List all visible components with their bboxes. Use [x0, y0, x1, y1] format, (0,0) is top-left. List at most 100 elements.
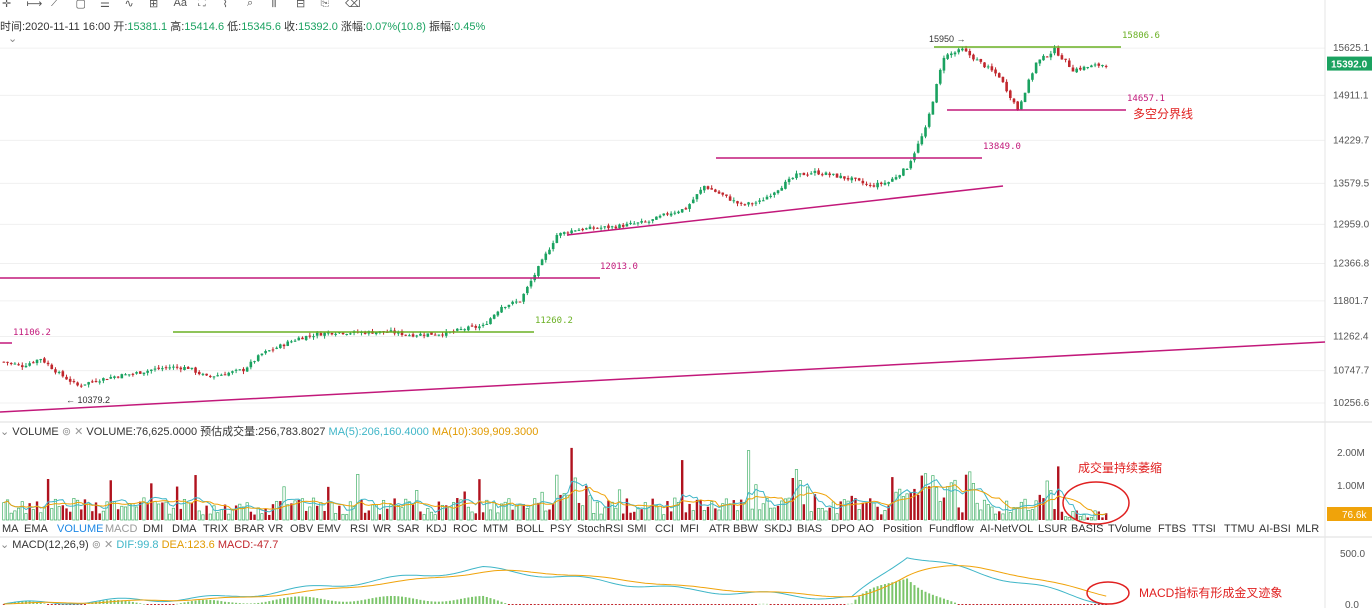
volume-bar [286, 504, 290, 521]
indicator-tab-tvolume[interactable]: TVolume [1108, 523, 1152, 535]
macd-bar [1079, 604, 1082, 605]
indicator-tab-ma[interactable]: MA [2, 523, 19, 535]
volume-bar [916, 494, 920, 520]
indicator-tab-cci[interactable]: CCI [655, 523, 674, 535]
crosshair-icon[interactable]: ✛ [2, 0, 12, 10]
indicator-tab-position[interactable]: Position [883, 523, 923, 535]
indicator-tab-mfi[interactable]: MFI [680, 523, 699, 535]
indicator-tab-ttsi[interactable]: TTSI [1192, 523, 1216, 535]
candle [979, 58, 983, 62]
volume-bar [481, 512, 485, 520]
indicator-tab-volume[interactable]: VOLUME [57, 523, 104, 535]
indicator-tab-psy[interactable]: PSY [550, 523, 573, 535]
candle [301, 337, 304, 340]
volume-bar [909, 492, 912, 520]
macd-bar [448, 600, 451, 604]
candle [105, 379, 109, 381]
indicator-tab-kdj[interactable]: KDJ [426, 523, 447, 535]
indicator-tab-mlr[interactable]: MLR [1296, 523, 1320, 535]
copy-icon[interactable]: ⎘ [320, 0, 330, 9]
macd-bar [1027, 604, 1030, 605]
candle [168, 367, 172, 369]
indicator-tab-bias[interactable]: BIAS [797, 523, 823, 535]
eye-icon[interactable]: ⊟ [296, 0, 306, 10]
volume-badge-label: 76.6k [1342, 510, 1367, 521]
close-icon[interactable]: ✕ [74, 426, 84, 438]
indicator-tab-obv[interactable]: OBV [290, 523, 314, 535]
candle [942, 57, 946, 71]
chevron-down-icon[interactable]: ⌄ [0, 426, 10, 438]
volume-bar [633, 511, 636, 520]
indicator-tab-lsur[interactable]: LSUR [1038, 523, 1068, 535]
indicator-tab-ai-bsi[interactable]: AI-BSI [1259, 523, 1291, 535]
macd-bar [843, 604, 846, 605]
pattern-icon[interactable]: ⛶ [198, 0, 206, 9]
indicator-tab-ftbs[interactable]: FTBS [1158, 523, 1187, 535]
text-icon[interactable]: Aa [173, 0, 187, 9]
chevron-down-icon[interactable]: ⌄ [0, 539, 10, 551]
indicator-tab-dmi[interactable]: DMI [143, 523, 164, 535]
macd-bar [891, 582, 894, 604]
indicator-tab-stochrsi[interactable]: StochRSI [577, 523, 624, 535]
candle [1101, 64, 1104, 67]
volume-bar [146, 502, 149, 520]
rect-icon[interactable]: ▢ [75, 0, 86, 10]
indicator-tab-skdj[interactable]: SKDJ [764, 523, 793, 535]
macd-bar [998, 604, 1001, 605]
volume-bar [419, 511, 422, 520]
trendline-icon[interactable]: ⟋ [51, 0, 59, 9]
wave-icon[interactable]: ∿ [124, 0, 134, 10]
volume-bar [488, 509, 493, 521]
measure-icon[interactable]: ⊞ [149, 0, 159, 10]
indicator-tab-emv[interactable]: EMV [317, 523, 341, 535]
macd-bar [423, 600, 426, 604]
volume-bar [559, 494, 562, 520]
indicator-tab-basis[interactable]: BASIS [1071, 523, 1104, 535]
indicator-tab-ttmu[interactable]: TTMU [1224, 523, 1255, 535]
candle [345, 334, 349, 336]
indicator-tab-atr[interactable]: ATR [709, 523, 731, 535]
volume-bar [367, 510, 371, 520]
indicator-tab-roc[interactable]: ROC [453, 523, 478, 535]
line-icon[interactable]: ⟼ [26, 0, 43, 10]
indicator-tab-wr[interactable]: WR [373, 523, 392, 535]
indicator-tab-bbw[interactable]: BBW [733, 523, 759, 535]
candle [400, 331, 404, 335]
volume-bar [680, 460, 684, 520]
macd-bar [426, 600, 429, 604]
fib-icon[interactable]: ☰ [100, 0, 110, 10]
volume-bar [330, 502, 334, 521]
indicator-tab-sar[interactable]: SAR [397, 523, 420, 535]
trash-icon[interactable]: ⌫ [345, 0, 361, 10]
indicator-tab-ao[interactable]: AO [858, 523, 874, 535]
volume-bar [378, 514, 382, 520]
volume-bar [164, 501, 168, 521]
magnet-icon[interactable]: ⌕ [247, 0, 254, 9]
indicator-tab-trix[interactable]: TRIX [203, 523, 229, 535]
volume-bar [957, 507, 960, 520]
indicator-tab-dma[interactable]: DMA [172, 523, 197, 535]
volume-bar [802, 504, 806, 520]
lock-icon[interactable]: ⫼ [271, 0, 277, 9]
indicator-tab-boll[interactable]: BOLL [516, 523, 545, 535]
indicator-tab-brar[interactable]: BRAR [234, 523, 265, 535]
indicator-tab-smi[interactable]: SMI [627, 523, 647, 535]
indicator-tab-ema[interactable]: EMA [24, 523, 48, 535]
settings-icon[interactable]: ⊚ [61, 426, 72, 438]
macd-bar [330, 600, 333, 604]
indicator-tab-rsi[interactable]: RSI [350, 523, 369, 535]
volume-bar [396, 505, 400, 521]
macd-bar [688, 604, 691, 605]
indicator-tab-ai-netvol[interactable]: AI-NetVOL [980, 523, 1034, 535]
indicator-tab-mtm[interactable]: MTM [483, 523, 509, 535]
brush-icon[interactable]: ⌇ [222, 0, 228, 10]
settings-icon[interactable]: ⊚ [91, 539, 101, 551]
volume-bar [1082, 514, 1086, 521]
indicator-tab-dpo[interactable]: DPO [831, 523, 855, 535]
indicator-tab-vr[interactable]: VR [268, 523, 284, 535]
indicator-tab-fundflow[interactable]: Fundflow [929, 523, 974, 535]
close-icon[interactable]: ✕ [104, 539, 114, 551]
volume-bar [334, 513, 338, 521]
indicator-tab-macd[interactable]: MACD [105, 523, 138, 535]
